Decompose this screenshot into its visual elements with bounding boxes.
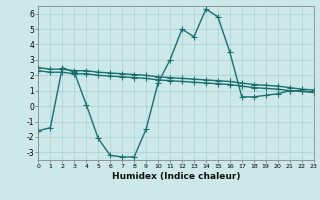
X-axis label: Humidex (Indice chaleur): Humidex (Indice chaleur) [112, 172, 240, 181]
